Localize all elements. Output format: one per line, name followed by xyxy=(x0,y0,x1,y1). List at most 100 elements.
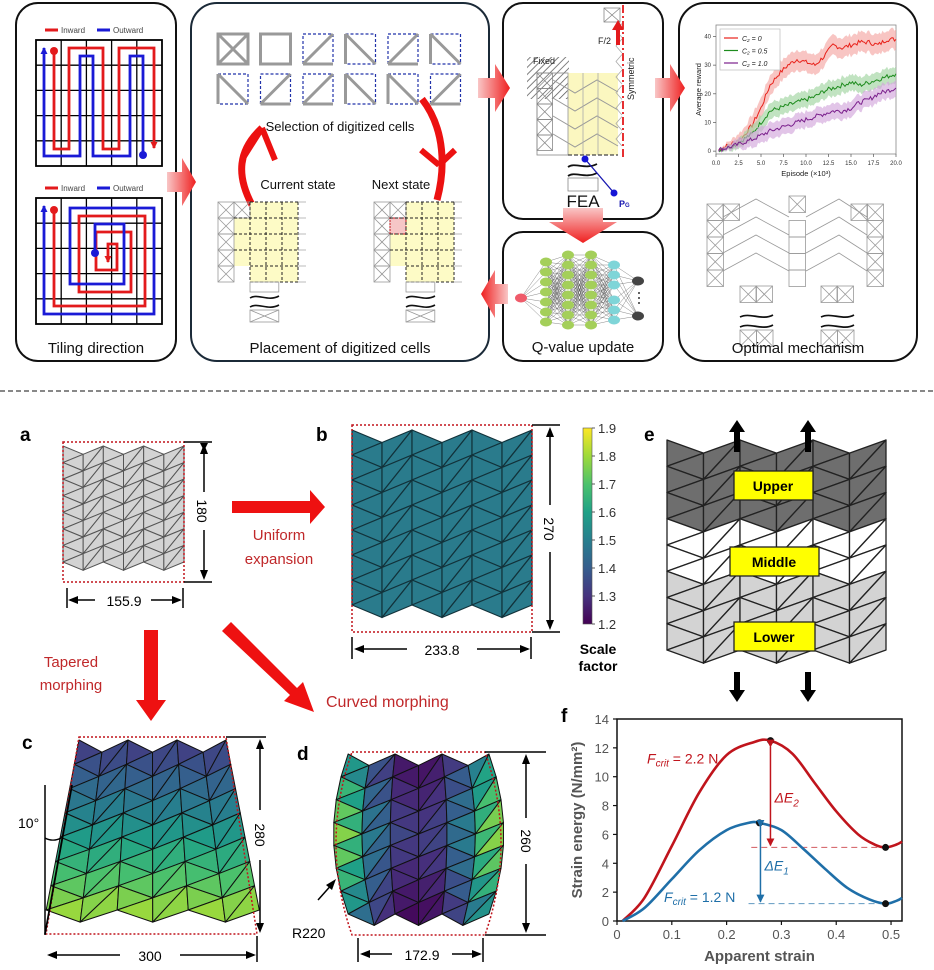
peak-marker xyxy=(766,737,774,745)
strain-energy-chart: 0 0.1 0.2 0.3 0.4 0.5 0 2 4 6 8 10 12 14 Apparent stra… xyxy=(569,712,903,965)
placement-caption: Placement of digitized cells xyxy=(250,340,431,357)
flow-arrow-fea-to-optimal xyxy=(655,64,685,112)
fea-diagram: Fixed Symmetric F/2 PG xyxy=(527,5,636,209)
digitized-cells-palette xyxy=(216,32,462,106)
upper-label: Upper xyxy=(753,478,794,494)
mesh-uniform xyxy=(351,429,533,619)
panel-letter-e: e xyxy=(644,425,655,446)
panel-e-arrows xyxy=(729,420,816,702)
qvalue-caption: Q-value update xyxy=(532,339,635,356)
nn-node xyxy=(608,315,620,325)
panel-letter-c: c xyxy=(22,733,33,754)
y-tick-label: 12 xyxy=(595,741,609,756)
reward-x-tick: 0.0 xyxy=(712,161,721,167)
nn-node xyxy=(608,260,620,270)
curved-morphing-arrow xyxy=(222,622,314,712)
force-arrow xyxy=(612,20,624,45)
middle-label: Middle xyxy=(752,554,797,570)
mesh-original xyxy=(62,445,185,571)
curved-label: Curved morphing xyxy=(326,694,449,711)
flow-arrow-fea-to-qvalue xyxy=(549,208,617,243)
chart-axes xyxy=(616,718,903,922)
nn-node xyxy=(540,287,552,297)
y-tick-label: 14 xyxy=(595,712,609,727)
reward-x-tick: 12.5 xyxy=(823,161,835,167)
fea-caption: FEA xyxy=(566,192,600,211)
height-dim-d: 260 xyxy=(518,829,534,853)
x-axis-label: Apparent strain xyxy=(704,948,815,965)
reward-x-tick: 2.5 xyxy=(734,161,743,167)
reward-y-tick: 20 xyxy=(704,92,711,98)
digitized-cell xyxy=(216,32,250,66)
svg-text:PG: PG xyxy=(619,199,630,209)
nn-node xyxy=(562,260,574,270)
colorbar-title-line1: Scale xyxy=(580,641,617,657)
colorbar-tick: 1.8 xyxy=(598,449,616,464)
height-dim-b: 270 xyxy=(541,517,557,541)
angle-label: 10° xyxy=(18,815,39,831)
lower-label-box xyxy=(733,621,816,652)
pull-arrow-down-left xyxy=(729,672,745,702)
nn-node xyxy=(562,320,574,330)
colorbar-tick: 1.9 xyxy=(598,421,616,436)
placement-panel-frame xyxy=(190,2,490,362)
nn-node xyxy=(608,280,620,290)
nn-node xyxy=(632,311,644,321)
reward-series-line xyxy=(718,87,897,153)
colorbar xyxy=(582,427,593,625)
nn-node xyxy=(562,300,574,310)
nn-node xyxy=(585,290,597,300)
lower-label: Lower xyxy=(753,629,795,645)
mesh-tapered xyxy=(45,739,260,923)
colorbar-tick: 1.3 xyxy=(598,589,616,604)
pull-arrow-up-right xyxy=(800,420,816,452)
reward-legend-entry: C₂ = 0.5 xyxy=(742,49,768,56)
mesh-triangle xyxy=(848,623,887,664)
legend-outward-label: Outward xyxy=(113,26,143,35)
design-region xyxy=(568,73,618,155)
height-dim-c: 280 xyxy=(252,823,268,847)
width-dim-c: 300 xyxy=(138,948,162,964)
panel-letter-f: f xyxy=(561,706,568,727)
next-state-label: Next state xyxy=(372,177,431,192)
nn-node xyxy=(562,310,574,320)
width-dim-a: 155.9 xyxy=(106,593,141,609)
flow-arrow-placement-to-fea xyxy=(478,64,510,112)
digitized-cell xyxy=(386,32,420,66)
nn-node xyxy=(585,270,597,280)
legend-inward-label: Inward xyxy=(61,26,85,35)
red-arrowhead-up xyxy=(240,126,278,162)
valley-marker xyxy=(882,843,890,851)
bbox-a xyxy=(62,441,185,583)
nn-node xyxy=(562,250,574,260)
mesh-triangle xyxy=(501,579,533,619)
mesh-triangle xyxy=(462,890,497,926)
pg-subscript: G xyxy=(625,203,630,209)
y-axis-label: Strain energy (N/mm²) xyxy=(569,742,586,899)
series-label: Fcrit = 2.2 N xyxy=(647,751,718,770)
pg-link xyxy=(584,158,615,194)
nn-node xyxy=(632,276,644,286)
reward-x-label: Episode (×10³) xyxy=(781,169,831,178)
x-tick-label: 0.2 xyxy=(718,927,736,942)
uniform-label-line1: Uniform xyxy=(253,527,306,544)
dimension-a: 180 155.9 xyxy=(66,441,212,609)
panel-letter-d: d xyxy=(297,744,309,765)
digitized-cell xyxy=(259,32,292,66)
reward-x-tick: 17.5 xyxy=(868,161,880,167)
x-tick-label: 0.5 xyxy=(882,927,900,942)
tiling-legend-top: Inward Outward xyxy=(45,26,143,35)
reward-x-tick: 7.5 xyxy=(779,161,788,167)
tapered-morphing-arrow xyxy=(136,630,166,721)
dimension-c: 10° 280 300 xyxy=(18,736,268,964)
tiling-grid-serpentine xyxy=(35,39,163,167)
uniform-label-line2: expansion xyxy=(245,551,313,568)
energy-curve xyxy=(621,820,903,923)
colorbar-tick: 1.4 xyxy=(598,561,616,576)
nn-node xyxy=(540,257,552,267)
legend-inward-label: Inward xyxy=(61,184,85,193)
pg-label: P xyxy=(619,199,625,209)
middle-label-box xyxy=(729,546,820,577)
tapered-label-line2: morphing xyxy=(40,677,103,694)
reward-x-tick: 20.0 xyxy=(890,161,902,167)
